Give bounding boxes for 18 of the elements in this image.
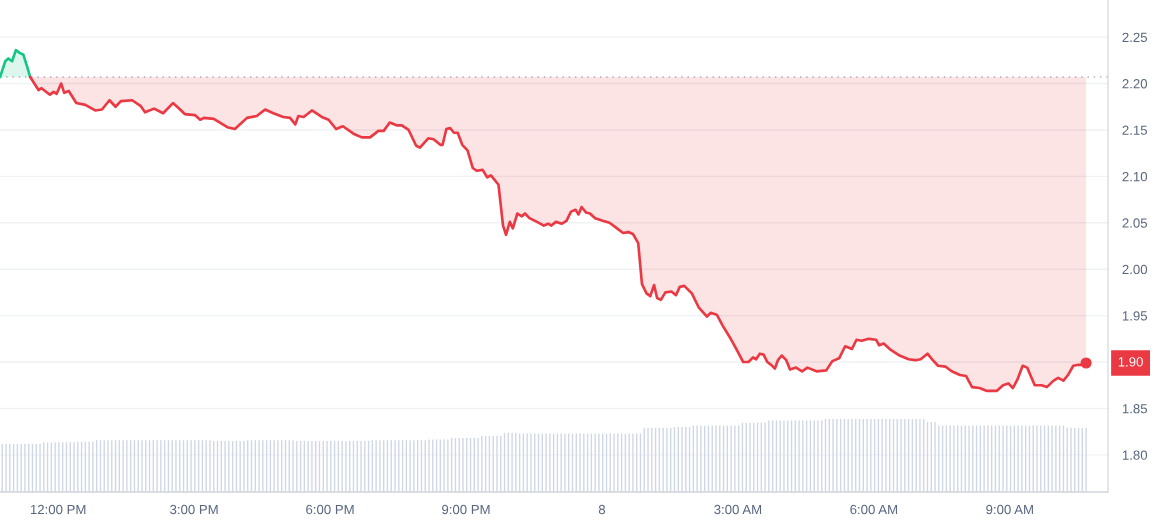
y-tick-label: 1.80 xyxy=(1122,450,1148,460)
x-tick-label: 3:00 AM xyxy=(714,504,762,515)
x-tick-label: 9:00 PM xyxy=(442,504,490,515)
y-tick-label: 1.85 xyxy=(1122,404,1148,414)
x-tick-label: 6:00 PM xyxy=(306,504,354,515)
annotation: 1.90 xyxy=(1118,357,1143,367)
x-tick-label: 8 xyxy=(598,504,606,515)
x-tick-label: 6:00 AM xyxy=(850,504,897,515)
x-tick-label: 9:00 AM xyxy=(986,504,1033,515)
x-tick-label: 3:00 PM xyxy=(170,504,218,515)
y-tick-label: 2.05 xyxy=(1122,218,1148,228)
y-tick-label: 2.00 xyxy=(1122,264,1148,275)
y-tick-label: 2.20 xyxy=(1122,79,1148,89)
y-tick-label: 2.15 xyxy=(1122,125,1148,135)
y-tick-label: 1.95 xyxy=(1122,311,1148,321)
y-tick-label: 2.25 xyxy=(1122,32,1148,43)
y-tick-label: 2.10 xyxy=(1122,171,1148,182)
x-tick-label: 12:00 PM xyxy=(30,504,86,515)
